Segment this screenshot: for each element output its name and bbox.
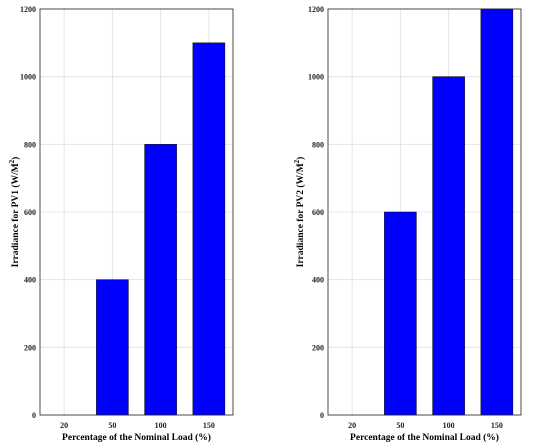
x-tick-label: 100 [443,421,455,430]
chart-pv1: 0 200 400 600 800 1000 1200 20 50 100 150 Percentag… [8,5,234,443]
y-tick-label: 600 [312,208,324,217]
y-tick-label: 1000 [308,73,324,82]
axes-frame [327,8,522,416]
y-tick-label: 1200 [20,5,36,14]
y-axis-label-sup: 2 [293,159,301,163]
bar-150 [192,42,226,416]
bar-50 [96,279,129,416]
y-axis-label-tail: ) [295,157,306,160]
bar-100 [144,144,177,416]
x-tick-label: 20 [60,421,68,430]
y-axis-label-tail: ) [10,157,21,160]
x-tick-label: 50 [396,421,404,430]
axes-frame [39,8,234,416]
y-tick-label: 800 [24,140,36,149]
y-axis-label-main: Irradiance for PV2 (W/M [295,163,306,267]
bar-100 [432,76,465,416]
y-tick-label: 600 [24,208,36,217]
y-axis-label: Irradiance for PV2 (W/M2) [293,157,306,268]
y-tick-label: 200 [312,343,324,352]
y-axis-label: Irradiance for PV1 (W/M2) [8,157,21,268]
x-tick-label: 50 [108,421,116,430]
y-tick-label: 800 [312,140,324,149]
y-axis-label-main: Irradiance for PV1 (W/M [10,163,21,267]
x-tick-label: 150 [203,421,215,430]
x-axis-label: Percentage of the Nominal Load (%) [62,432,211,443]
x-tick-label: 100 [155,421,167,430]
y-tick-label: 1200 [308,5,324,14]
x-axis-label: Percentage of the Nominal Load (%) [350,432,499,443]
bar-50 [384,211,417,416]
y-axis-label-sup: 2 [8,159,16,163]
x-tick-label: 20 [348,421,356,430]
bar-150 [480,8,514,416]
y-tick-label: 0 [320,411,324,420]
y-tick-label: 400 [24,276,36,285]
y-tick-label: 0 [32,411,36,420]
chart-pv2: 0 200 400 600 800 1000 1200 20 50 100 150 Percentag… [293,5,522,443]
y-tick-label: 400 [312,276,324,285]
x-tick-label: 150 [491,421,503,430]
y-tick-label: 200 [24,343,36,352]
y-tick-label: 1000 [20,73,36,82]
